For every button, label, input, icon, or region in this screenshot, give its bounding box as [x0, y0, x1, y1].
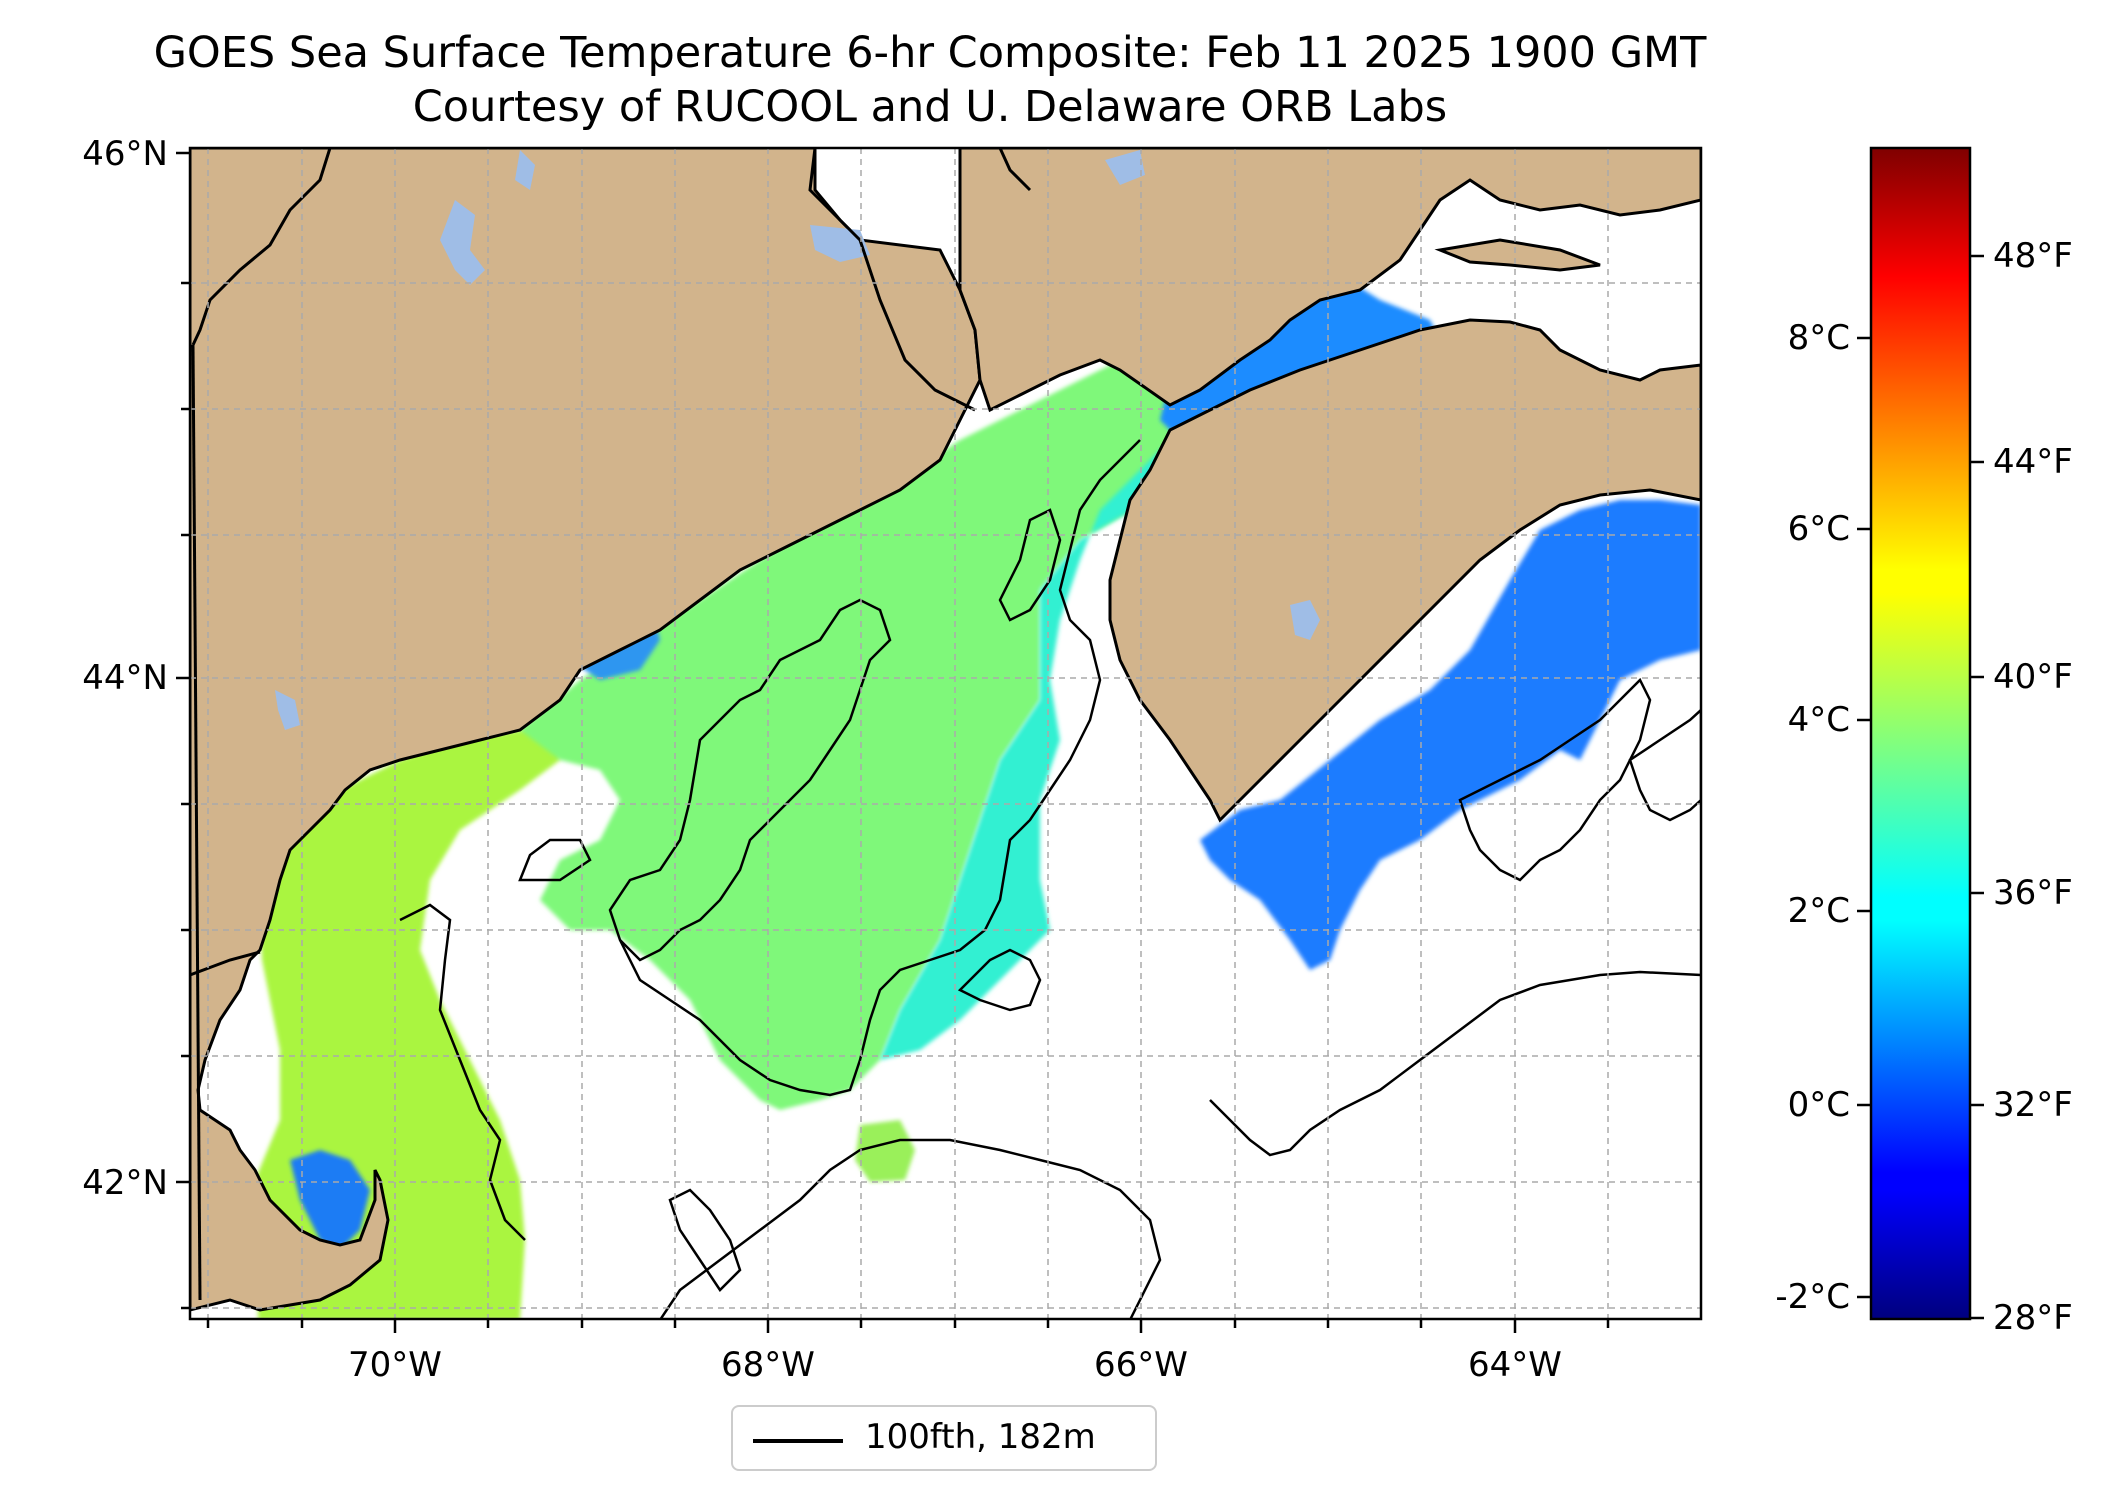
- cbar-label-32f: 32°F: [1993, 1085, 2073, 1125]
- cbar-label-neg2c: -2°C: [1775, 1277, 1850, 1317]
- map-title: GOES Sea Surface Temperature 6-hr Compos…: [153, 28, 1707, 78]
- lon-label-68w: 68°W: [721, 1345, 815, 1385]
- isobath-scotian-basins: [1458, 677, 1652, 882]
- cbar-label-48f: 48°F: [1993, 236, 2073, 276]
- lake-winnipesaukee: [275, 690, 300, 730]
- sst-field: [235, 270, 1701, 1319]
- sst-eastern-gulf-of-maine: [880, 330, 1260, 1060]
- land-nova-scotia: [1108, 318, 1701, 823]
- legend-isobath-line: [753, 1439, 843, 1443]
- map-subtitle: Courtesy of RUCOOL and U. Delaware ORB L…: [412, 82, 1448, 132]
- isobath-western-basin: [399, 903, 526, 1241]
- lake-rossignol: [1290, 600, 1320, 640]
- land: [190, 148, 1701, 1312]
- cbar-label-8c: 8°C: [1787, 318, 1850, 358]
- land-new-england: [190, 148, 982, 1312]
- graticule: [190, 148, 1701, 1319]
- lon-label-70w: 70°W: [348, 1345, 442, 1385]
- cbar-label-36f: 36°F: [1993, 873, 2073, 913]
- lat-label-42n: 42°N: [82, 1163, 168, 1203]
- cbar-label-44f: 44°F: [1993, 442, 2073, 482]
- legend-isobath-label: 100fth, 182m: [865, 1417, 1096, 1457]
- lon-label-64w: 64°W: [1468, 1345, 1562, 1385]
- isobath-georges-bank: [659, 1138, 1162, 1319]
- cbar-label-0c: 0°C: [1787, 1085, 1850, 1125]
- sst-scotian-shelf: [1200, 500, 1701, 970]
- colorbar-ticks: [1857, 254, 1984, 1320]
- cbar-label-4c: 4°C: [1787, 700, 1850, 740]
- land-pei: [1434, 238, 1601, 272]
- border-maine-nh: [191, 148, 332, 346]
- colorbar: [1869, 146, 1972, 1321]
- lat-label-44n: 44°N: [82, 658, 168, 698]
- border-vt: [191, 344, 202, 1301]
- border-nb-quebec: [998, 148, 1032, 192]
- isobath-jordan-basin: [608, 598, 892, 962]
- axis-ticks: [176, 151, 1610, 1333]
- isobath-northeast-channel: [957, 948, 1042, 1012]
- cbar-label-40f: 40°F: [1993, 657, 2073, 697]
- sst-georges-bank-patch: [855, 1120, 915, 1182]
- cbar-label-6c: 6°C: [1787, 509, 1850, 549]
- isobath-wilkinson: [518, 838, 592, 882]
- land-canada-north: [958, 148, 1701, 413]
- legend: 100fth, 182m: [731, 1405, 1157, 1471]
- cbar-label-2c: 2°C: [1787, 891, 1850, 931]
- borders: [190, 148, 1032, 1301]
- isobath-crowell: [998, 508, 1062, 622]
- sst-cape-cod-bay: [290, 1150, 370, 1250]
- lake-chesuncook: [515, 150, 535, 190]
- map-frame: [188, 146, 1703, 1321]
- sst-central-gulf-of-maine: [520, 350, 1180, 1110]
- isobath-shelf-break: [668, 1188, 742, 1292]
- lat-label-46n: 46°N: [82, 134, 168, 174]
- lon-label-66w: 66°W: [1094, 1345, 1188, 1385]
- lake-new-brunswick: [1105, 150, 1145, 185]
- isobath-emerald-basin: [1628, 708, 1701, 822]
- border-ma: [190, 950, 261, 977]
- isobath-scotian-slope: [1209, 970, 1701, 1157]
- lake-moosehead: [440, 200, 485, 285]
- border-maine-nb: [808, 148, 976, 412]
- cbar-label-28f: 28°F: [1993, 1298, 2073, 1338]
